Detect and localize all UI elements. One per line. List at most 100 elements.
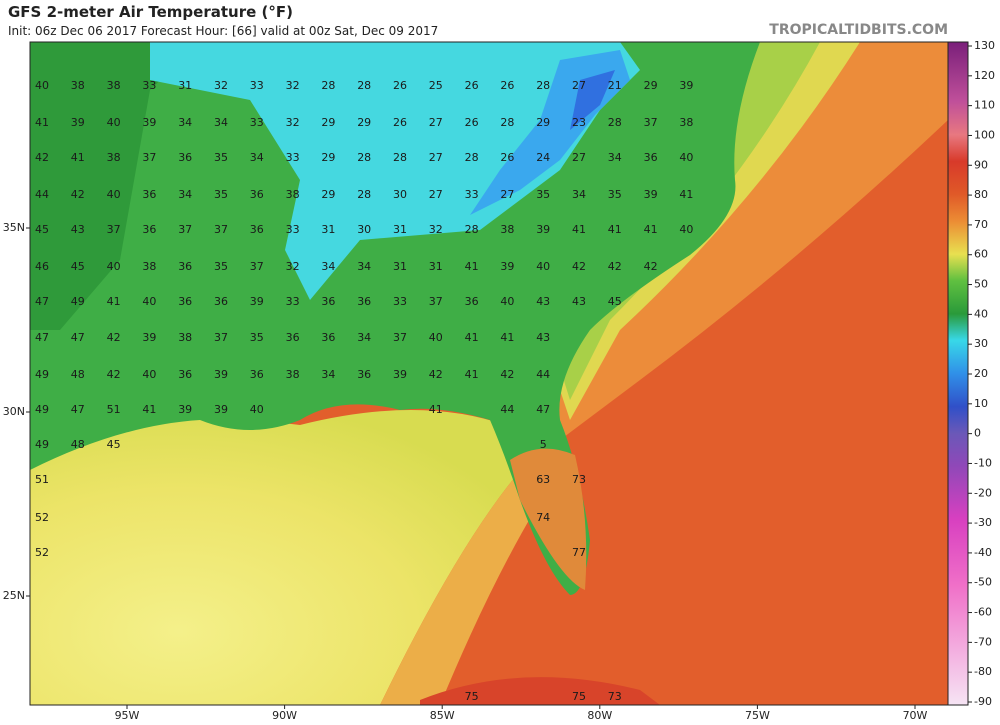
station-value: 41 — [572, 223, 586, 236]
station-value: 26 — [393, 79, 407, 92]
station-value: 42 — [500, 368, 514, 381]
station-value: 28 — [357, 79, 371, 92]
colorbar-label: -80 — [974, 665, 992, 678]
station-value: 37 — [393, 331, 407, 344]
station-value: 38 — [107, 79, 121, 92]
station-value: 30 — [393, 188, 407, 201]
colorbar-label: 110 — [974, 99, 995, 112]
station-value: 41 — [142, 403, 156, 416]
station-value: 36 — [250, 223, 264, 236]
colorbar — [947, 41, 969, 706]
station-value: 29 — [357, 116, 371, 129]
station-value: 21 — [608, 79, 622, 92]
station-value: 29 — [644, 79, 658, 92]
station-value: 37 — [142, 151, 156, 164]
station-value: 36 — [644, 151, 658, 164]
station-value: 41 — [71, 151, 85, 164]
station-value: 27 — [572, 151, 586, 164]
station-value: 28 — [465, 223, 479, 236]
station-value: 34 — [357, 260, 371, 273]
colorbar-label: 20 — [974, 367, 988, 380]
station-value: 49 — [35, 368, 49, 381]
station-value: 34 — [250, 151, 264, 164]
colorbar-label: 120 — [974, 69, 995, 82]
station-value: 38 — [286, 368, 300, 381]
station-value: 43 — [71, 223, 85, 236]
station-value: 34 — [572, 188, 586, 201]
station-value: 38 — [679, 116, 693, 129]
station-value: 34 — [178, 188, 192, 201]
lat-label: 35N — [3, 221, 25, 234]
station-value: 44 — [500, 403, 514, 416]
colorbar-label: 40 — [974, 307, 988, 320]
station-value: 36 — [321, 331, 335, 344]
station-value: 35 — [536, 188, 550, 201]
station-value: 32 — [214, 79, 228, 92]
lon-label: 80W — [587, 709, 612, 722]
station-value: 75 — [572, 690, 586, 703]
station-value: 36 — [286, 331, 300, 344]
station-value: 47 — [71, 403, 85, 416]
station-value: 27 — [429, 116, 443, 129]
station-value: 36 — [357, 368, 371, 381]
station-value: 48 — [71, 368, 85, 381]
lon-label: 95W — [115, 709, 140, 722]
station-value: 35 — [250, 331, 264, 344]
station-value: 34 — [321, 368, 335, 381]
station-value: 28 — [465, 151, 479, 164]
station-value: 29 — [536, 116, 550, 129]
station-value: 47 — [35, 331, 49, 344]
colorbar-label: 100 — [974, 128, 995, 141]
colorbar-label: -10 — [974, 456, 992, 469]
station-value: 36 — [357, 295, 371, 308]
station-value: 26 — [500, 151, 514, 164]
station-value: 46 — [35, 260, 49, 273]
station-value: 30 — [357, 223, 371, 236]
colorbar-label: 70 — [974, 218, 988, 231]
station-value: 42 — [608, 260, 622, 273]
station-value: 47 — [71, 331, 85, 344]
station-value: 37 — [429, 295, 443, 308]
station-value: 39 — [536, 223, 550, 236]
station-value: 42 — [71, 188, 85, 201]
station-value: 37 — [107, 223, 121, 236]
station-value: 40 — [142, 295, 156, 308]
station-value: 44 — [536, 368, 550, 381]
station-value: 36 — [250, 188, 264, 201]
station-value: 32 — [286, 260, 300, 273]
station-value: 38 — [286, 188, 300, 201]
station-value: 34 — [178, 116, 192, 129]
station-value: 34 — [357, 331, 371, 344]
station-value: 39 — [71, 116, 85, 129]
colorbar-label: 50 — [974, 278, 988, 291]
station-value: 35 — [214, 260, 228, 273]
station-value: 39 — [142, 116, 156, 129]
map-subtitle: Init: 06z Dec 06 2017 Forecast Hour: [66… — [8, 24, 439, 38]
station-value: 40 — [679, 223, 693, 236]
station-value: 39 — [178, 403, 192, 416]
station-value: 40 — [142, 368, 156, 381]
lon-label: 75W — [745, 709, 770, 722]
station-value: 39 — [500, 260, 514, 273]
station-value: 44 — [35, 188, 49, 201]
station-value: 26 — [500, 79, 514, 92]
station-value: 31 — [393, 223, 407, 236]
station-value: 36 — [214, 295, 228, 308]
station-value: 47 — [35, 295, 49, 308]
station-value: 39 — [214, 368, 228, 381]
station-value: 33 — [393, 295, 407, 308]
colorbar-label: -50 — [974, 576, 992, 589]
station-value: 41 — [465, 260, 479, 273]
station-value: 45 — [35, 223, 49, 236]
station-value: 29 — [321, 151, 335, 164]
station-value: 34 — [321, 260, 335, 273]
colorbar-label: 130 — [974, 39, 995, 52]
station-value: 37 — [214, 223, 228, 236]
station-value: 28 — [357, 151, 371, 164]
colorbar-label: 90 — [974, 158, 988, 171]
station-value: 42 — [35, 151, 49, 164]
station-value: 40 — [250, 403, 264, 416]
colorbar-label: 80 — [974, 188, 988, 201]
